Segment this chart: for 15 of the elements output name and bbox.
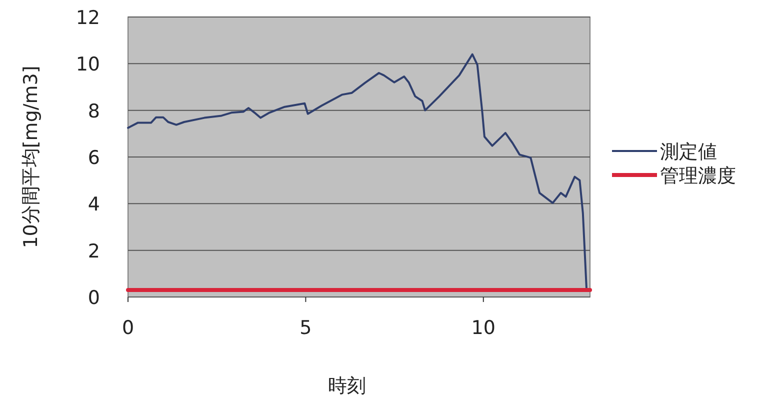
- x-axis-title: 時刻: [328, 375, 366, 397]
- x-tick-label: 0: [122, 317, 134, 339]
- y-tick-label: 2: [88, 240, 100, 262]
- y-tick-label: 4: [88, 194, 100, 216]
- legend-label: 測定値: [660, 141, 717, 163]
- y-tick-label: 6: [88, 147, 100, 169]
- legend-label: 管理濃度: [660, 165, 736, 187]
- y-tick-label: 0: [88, 287, 100, 309]
- line-series: [127, 53, 588, 289]
- x-tick-label: 5: [300, 317, 312, 339]
- x-tick-label: 10: [471, 317, 496, 339]
- y-axis-title: 10分間平均[mg/m3]: [20, 66, 42, 248]
- y-tick-label: 12: [76, 7, 100, 29]
- y-tick-label: 10: [76, 54, 100, 76]
- y-tick-label: 8: [88, 100, 100, 122]
